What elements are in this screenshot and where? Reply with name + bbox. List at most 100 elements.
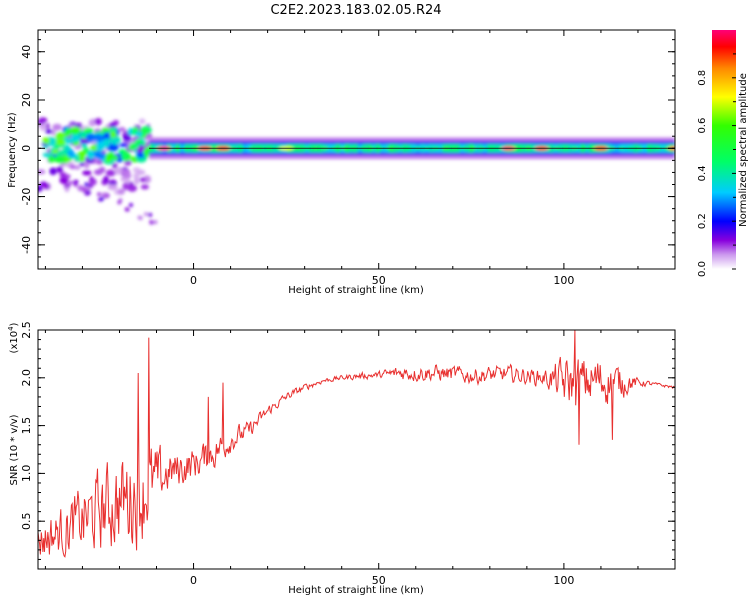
snr-frame bbox=[37, 329, 676, 570]
spectrogram-cell bbox=[120, 176, 126, 182]
spectrogram-cell bbox=[77, 151, 87, 157]
figure-title: C2E2.2023.183.02.05.R24 bbox=[270, 3, 441, 18]
spectrogram-cell bbox=[52, 123, 62, 131]
spectrogram-cell bbox=[79, 155, 86, 162]
x-tick-label: 100 bbox=[553, 574, 574, 587]
y-tick-label: 20 bbox=[20, 93, 33, 107]
snr-x-label: Height of straight line (km) bbox=[288, 585, 424, 596]
spectrogram-cell bbox=[112, 162, 118, 169]
spectrogram-cell bbox=[86, 186, 91, 191]
spectrogram-cell bbox=[101, 192, 108, 197]
spectrogram-cell bbox=[136, 151, 146, 159]
spectrogram-cell bbox=[93, 134, 104, 142]
spectrogram-cell bbox=[128, 145, 136, 151]
spectrogram-cell bbox=[42, 152, 51, 158]
spectrogram-cell bbox=[121, 152, 129, 161]
spectrogram-cell bbox=[38, 118, 46, 125]
spectrogram-cell bbox=[89, 176, 94, 182]
spectrogram-cell bbox=[59, 172, 67, 178]
y-tick-label: 40 bbox=[20, 45, 33, 59]
snr-multiplier-exponent: 4 bbox=[7, 326, 15, 331]
snr-y-ticks: 0.5 1.0 1.5 2.0 2.5 bbox=[20, 321, 675, 560]
spectrogram-cell bbox=[107, 151, 115, 161]
spectrogram-cell bbox=[103, 175, 109, 184]
spectrogram-cell bbox=[74, 179, 79, 184]
spectrogram-cell bbox=[122, 136, 132, 142]
spectrogram-cell bbox=[102, 133, 111, 139]
spectrogram-cell bbox=[122, 182, 129, 191]
spectrogram-panel: 0 50 100 40 20 0 -20 -40 Height of straight li… bbox=[7, 29, 676, 296]
spectrogram-cell bbox=[143, 212, 148, 217]
spectrogram-cell bbox=[38, 185, 43, 192]
colorbar-tick-label: 0.2 bbox=[697, 213, 708, 229]
colorbar-tick-label: 0.6 bbox=[697, 118, 708, 134]
spectrogram-cell bbox=[84, 182, 89, 187]
spectrogram-cell bbox=[106, 142, 119, 152]
spectrogram-image bbox=[38, 117, 675, 225]
spectrogram-x-ticks: 0 50 100 bbox=[44, 30, 676, 287]
spectrogram-cell bbox=[137, 215, 142, 220]
spectrogram-cell bbox=[64, 127, 71, 137]
y-tick-label: 1.5 bbox=[20, 417, 33, 435]
colorbar: 0.0 0.2 0.4 0.6 0.8 Normalized spectral ampl… bbox=[697, 30, 749, 277]
x-tick-label: 0 bbox=[190, 574, 197, 587]
spectrogram-cell bbox=[42, 137, 50, 144]
spectrogram-cell bbox=[54, 138, 66, 145]
y-tick-label: 0 bbox=[20, 145, 33, 152]
x-tick-label: 50 bbox=[372, 574, 386, 587]
spectrogram-cell bbox=[64, 186, 70, 193]
spectrogram-frame bbox=[37, 29, 676, 270]
y-tick-label: 2.0 bbox=[20, 369, 33, 387]
spectrogram-cell bbox=[134, 139, 144, 145]
spectrogram-cell bbox=[127, 184, 138, 192]
spectrogram-cell bbox=[121, 169, 128, 175]
spectrogram-cell bbox=[82, 170, 92, 176]
spectrogram-cell bbox=[87, 150, 95, 160]
spectrogram-x-label: Height of straight line (km) bbox=[288, 285, 424, 296]
spectrogram-cell bbox=[133, 172, 140, 179]
spectrogram-cell bbox=[138, 118, 146, 124]
y-tick-label: 0.5 bbox=[20, 512, 33, 530]
colorbar-ticks: 0.0 0.2 0.4 0.6 0.8 bbox=[697, 53, 736, 277]
spectrogram-cell bbox=[47, 155, 55, 163]
spectrogram-cell bbox=[96, 143, 105, 152]
snr-multiplier-close: ) bbox=[9, 322, 20, 326]
spectrogram-cell bbox=[53, 155, 66, 164]
snr-multiplier-base: (x10 bbox=[9, 331, 20, 354]
spectrogram-cell bbox=[94, 152, 106, 160]
spectrogram-cell bbox=[68, 180, 73, 185]
y-tick-label: -20 bbox=[20, 188, 33, 206]
spectrogram-cell bbox=[70, 128, 81, 135]
x-tick-label: 100 bbox=[553, 274, 574, 287]
colorbar-tick-label: 0.0 bbox=[697, 261, 708, 277]
spectrogram-cell bbox=[108, 127, 117, 134]
spectrogram-cell bbox=[124, 207, 129, 212]
y-tick-label: 2.5 bbox=[20, 321, 33, 339]
spectrogram-cell bbox=[70, 132, 81, 142]
spectrogram-cell bbox=[119, 142, 129, 148]
spectrogram-cell bbox=[74, 165, 81, 170]
y-tick-label: -40 bbox=[20, 236, 33, 254]
spectrogram-cell bbox=[117, 200, 122, 205]
spectrogram-cell bbox=[133, 177, 140, 185]
x-tick-label: 50 bbox=[372, 274, 386, 287]
spectrogram-cell bbox=[94, 118, 102, 126]
spectrogram-cell bbox=[153, 220, 158, 225]
spectrogram-cell bbox=[140, 128, 150, 133]
snr-x-ticks: 0 50 100 bbox=[44, 330, 676, 587]
spectrogram-cell bbox=[134, 131, 142, 137]
spectrogram-y-ticks: 40 20 0 -20 -40 bbox=[20, 39, 675, 258]
snr-y-label: SNR (10 * v/v) bbox=[9, 414, 20, 485]
svg-text:(x104): (x104) bbox=[7, 322, 20, 353]
spectrogram-cell bbox=[66, 174, 71, 179]
colorbar-tick-label: 0.4 bbox=[697, 165, 708, 181]
spectrogram-y-label: Frequency (Hz) bbox=[7, 112, 18, 188]
spectrogram-cell bbox=[43, 182, 50, 190]
colorbar-tick-label: 0.8 bbox=[697, 70, 708, 86]
spectrogram-cell bbox=[128, 202, 133, 207]
spectrogram-cell bbox=[83, 127, 94, 134]
spectrogram-cell bbox=[139, 177, 147, 183]
spectrogram-cell bbox=[63, 144, 71, 152]
spectrogram-cell bbox=[148, 212, 153, 217]
spectrogram-cell bbox=[45, 129, 53, 134]
